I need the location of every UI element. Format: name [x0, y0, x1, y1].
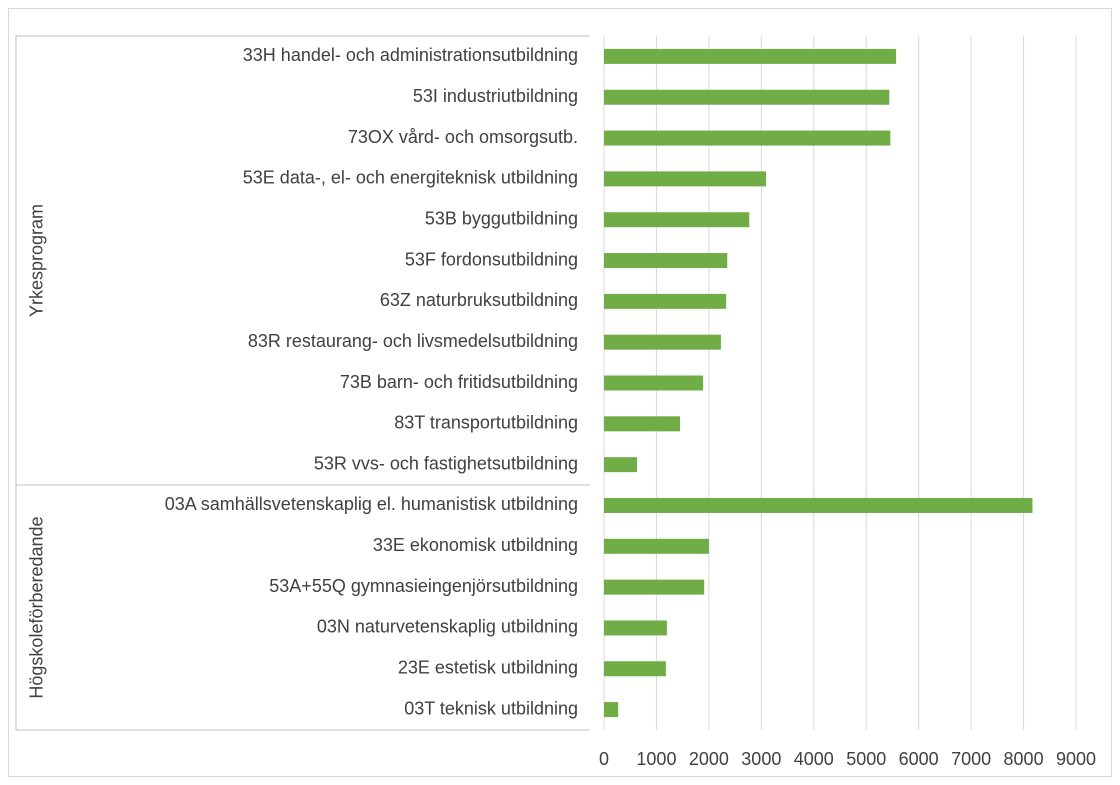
bar — [604, 212, 750, 228]
group-label: Högskoleförberedande — [27, 516, 47, 698]
bar — [604, 334, 721, 350]
y-tick-label: 03T teknisk utbildning — [404, 698, 578, 718]
x-tick-label: 7000 — [951, 749, 991, 769]
bar — [604, 538, 709, 554]
bar — [604, 253, 728, 269]
y-tick-label: 03A samhällsvetenskaplig el. humanistisk… — [165, 494, 578, 514]
y-tick-label: 03N naturvetenskaplig utbildning — [317, 617, 578, 637]
y-tick-label: 53B byggutbildning — [425, 208, 578, 228]
bar — [604, 48, 897, 64]
x-tick-label: 8000 — [1004, 749, 1044, 769]
y-tick-label: 53A+55Q gymnasieingenjörsutbildning — [269, 576, 578, 596]
x-tick-label: 4000 — [794, 749, 834, 769]
x-tick-label: 0 — [599, 749, 609, 769]
x-tick-label: 5000 — [846, 749, 886, 769]
bar — [604, 171, 767, 187]
bar — [604, 89, 890, 105]
y-tick-label: 53R vvs- och fastighetsutbildning — [314, 453, 578, 473]
x-tick-label: 1000 — [636, 749, 676, 769]
y-tick-label: 33E ekonomisk utbildning — [373, 535, 578, 555]
y-tick-label: 23E estetisk utbildning — [398, 658, 578, 678]
x-tick-label: 3000 — [741, 749, 781, 769]
x-tick-label: 6000 — [899, 749, 939, 769]
y-tick-label: 63Z naturbruksutbildning — [380, 290, 578, 310]
x-tick-label: 2000 — [689, 749, 729, 769]
group-label: Yrkesprogram — [27, 204, 47, 317]
bar — [604, 293, 727, 309]
bar — [604, 579, 705, 595]
y-tick-label: 83R restaurang- och livsmedelsutbildning — [248, 331, 578, 351]
chart-border — [8, 8, 1112, 777]
y-tick-label: 53E data-, el- och energiteknisk utbildn… — [243, 168, 578, 188]
y-tick-label: 53I industriutbildning — [413, 86, 578, 106]
y-tick-label: 73B barn- och fritidsutbildning — [340, 372, 578, 392]
y-tick-label: 33H handel- och administrationsutbildnin… — [243, 45, 578, 65]
bar — [604, 497, 1033, 513]
y-tick-label: 83T transportutbildning — [394, 413, 578, 433]
bar — [604, 130, 891, 146]
bar — [604, 620, 667, 636]
y-tick-label: 53F fordonsutbildning — [405, 249, 578, 269]
x-tick-label: 9000 — [1056, 749, 1096, 769]
y-tick-label: 73OX vård- och omsorgsutb. — [348, 127, 578, 147]
bar — [604, 661, 666, 677]
bar — [604, 416, 681, 432]
bar — [604, 457, 638, 473]
bar — [604, 375, 704, 391]
bar — [604, 702, 619, 718]
